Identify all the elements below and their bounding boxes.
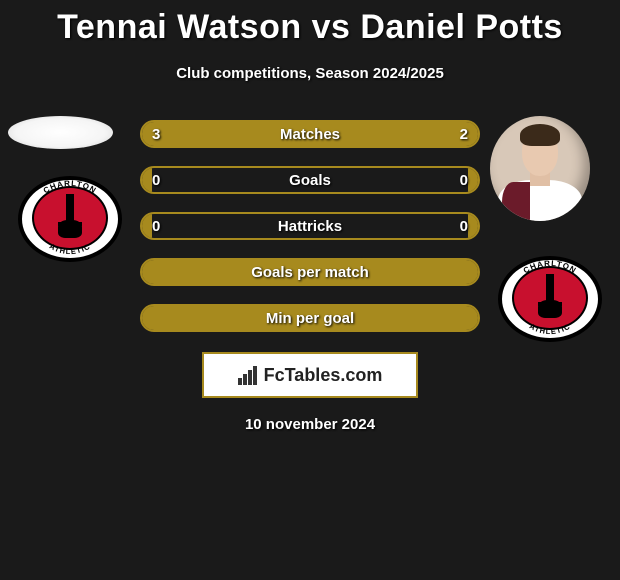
stat-bars: 3 Matches 2 0 Goals 0 0 Hattricks 0 Goals per mat… [140,120,480,350]
stat-label: Min per goal [266,310,354,327]
stat-value-right: 0 [460,172,468,189]
stat-label: Goals [289,172,331,189]
player-avatar-right [490,116,590,221]
stat-value-left: 3 [152,126,160,143]
stat-row: 0 Hattricks 0 [140,212,480,240]
club-crest-right: CHARLTON ATHLETIC [500,256,600,342]
brand-chart-icon [238,365,260,385]
stat-row: Min per goal [140,304,480,332]
subtitle: Club competitions, Season 2024/2025 [0,65,620,82]
brand-text: FcTables.com [264,365,383,386]
stat-row: Goals per match [140,258,480,286]
stat-value-left: 0 [152,218,160,235]
stat-label: Hattricks [278,218,342,235]
page-title: Tennai Watson vs Daniel Potts [0,0,620,47]
stat-value-right: 2 [460,126,468,143]
club-crest-left: CHARLTON ATHLETIC [20,176,120,262]
stat-value-right: 0 [460,218,468,235]
stat-label: Goals per match [251,264,369,281]
stat-row: 3 Matches 2 [140,120,480,148]
stat-row: 0 Goals 0 [140,166,480,194]
date-line: 10 november 2024 [0,416,620,433]
brand-box[interactable]: FcTables.com [202,352,418,398]
stat-value-left: 0 [152,172,160,189]
stat-label: Matches [280,126,340,143]
player-avatar-left [8,116,113,149]
